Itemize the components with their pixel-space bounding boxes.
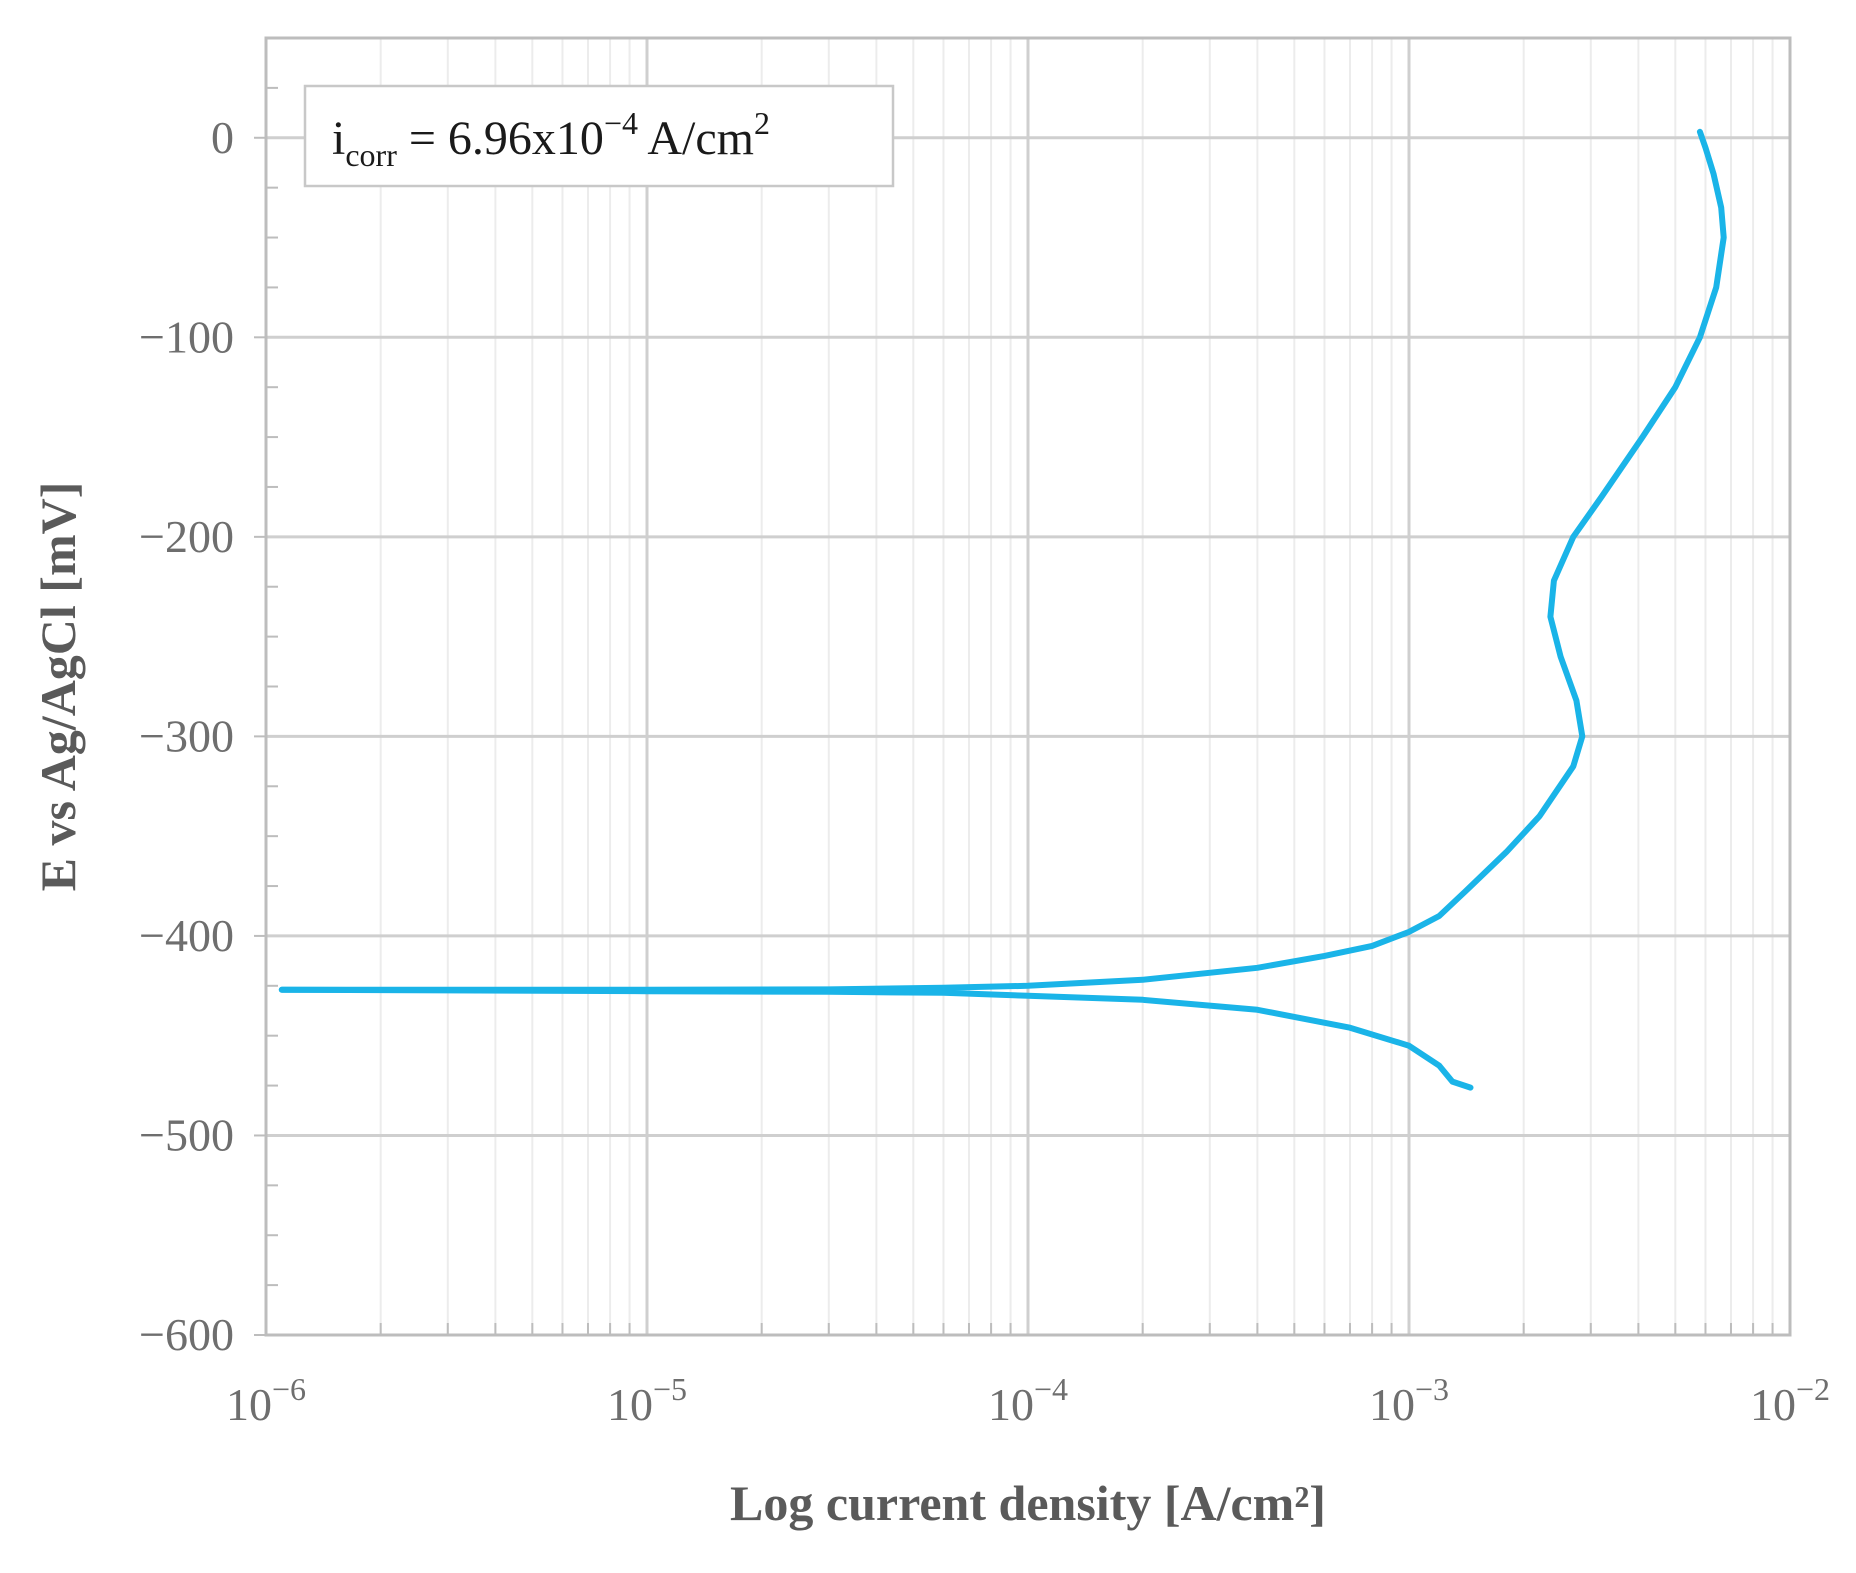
x-tick-base: 10 xyxy=(988,1379,1034,1430)
y-tick-label: −100 xyxy=(139,311,234,362)
polarization-curve-2 xyxy=(278,128,1727,993)
x-tick-base: 10 xyxy=(1750,1379,1796,1430)
x-tick-exponent: −3 xyxy=(1415,1371,1449,1407)
y-tick-label: 0 xyxy=(211,112,234,163)
x-tick-label: 10−6 xyxy=(226,1371,306,1430)
y-tick-label: −300 xyxy=(139,710,234,761)
annotation-text: icorr = 6.96x10−4 A/cm2 xyxy=(332,105,770,173)
x-tick-label: 10−2 xyxy=(1750,1371,1830,1430)
annotation-symbol: i xyxy=(332,112,345,165)
x-tick-exponent: −6 xyxy=(272,1371,306,1407)
y-tick-label: −500 xyxy=(139,1109,234,1160)
x-tick-exponent: −5 xyxy=(653,1371,687,1407)
series-layer xyxy=(278,128,1727,1091)
y-tick-labels: 0 −100 −200 −300 −400 −500 −600 xyxy=(139,112,234,1360)
x-axis-title: Log current density [A/cm²] xyxy=(730,1475,1326,1531)
y-tick-label: −600 xyxy=(139,1309,234,1360)
x-tick-exponent: −4 xyxy=(1034,1371,1068,1407)
x-tick-labels: 10−6 10−5 10−4 10−3 10−2 xyxy=(226,1371,1830,1430)
annotation-box xyxy=(303,84,895,188)
x-tick-label: 10−3 xyxy=(1369,1371,1449,1430)
x-tick-label: 10−5 xyxy=(607,1371,687,1430)
x-tick-base: 10 xyxy=(607,1379,653,1430)
x-tick-base: 10 xyxy=(226,1379,272,1430)
annotation-unit-exponent: 2 xyxy=(754,105,770,141)
y-axis-title: E vs Ag/AgCl [mV] xyxy=(30,482,86,892)
annotation-subscript: corr xyxy=(345,137,397,173)
x-tick-label: 10−4 xyxy=(988,1371,1068,1430)
annotation-unit: A/cm xyxy=(638,112,754,165)
y-tick-label: −200 xyxy=(139,511,234,562)
icorr-annotation: icorr = 6.96x10−4 A/cm2 xyxy=(303,84,895,188)
annotation-exponent: −4 xyxy=(604,105,638,141)
y-tick-label: −400 xyxy=(139,910,234,961)
axis-ticks xyxy=(254,37,1774,1336)
minor-grid xyxy=(379,38,1774,1335)
x-tick-exponent: −2 xyxy=(1796,1371,1830,1407)
x-tick-base: 10 xyxy=(1369,1379,1415,1430)
annotation-value: = 6.96x10 xyxy=(397,112,604,165)
